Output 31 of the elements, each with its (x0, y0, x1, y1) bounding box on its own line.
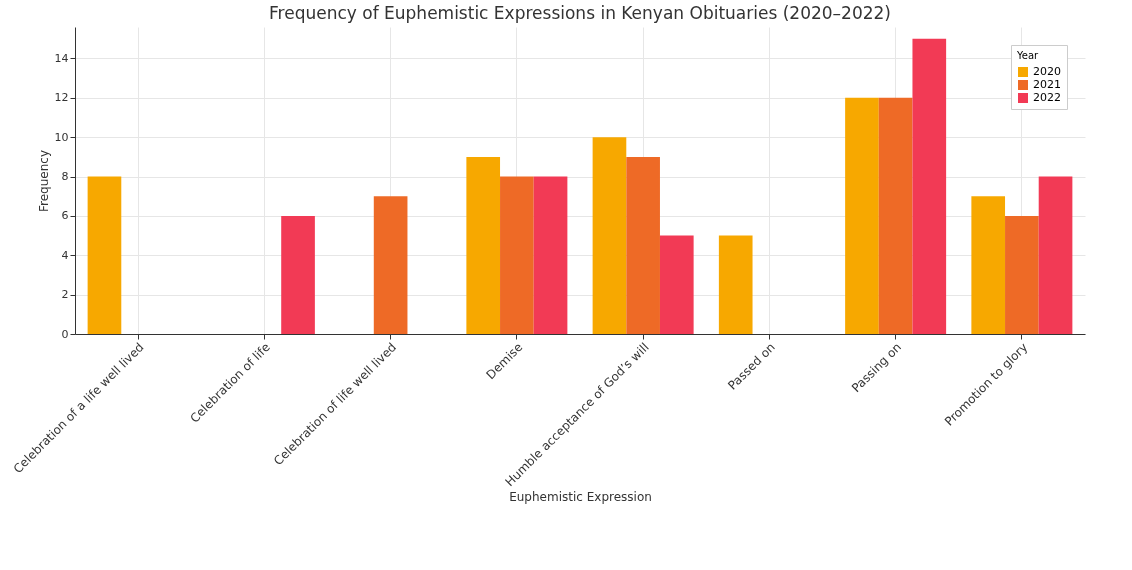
bar (718, 235, 753, 334)
y-tick-label: 6 (61, 209, 69, 223)
legend-label: 2020 (1033, 65, 1061, 78)
y-tick-label: 0 (61, 327, 69, 341)
bar (1038, 176, 1073, 334)
bar (878, 97, 913, 334)
bar (845, 97, 879, 334)
bar (281, 215, 315, 334)
bar (626, 156, 660, 334)
x-axis-title: Euphemistic Expression (509, 490, 652, 505)
bar (912, 38, 947, 334)
y-axis-title: Frequency (36, 150, 51, 212)
y-tick-label: 12 (54, 91, 69, 105)
bar (373, 196, 408, 334)
legend-label: 2021 (1033, 78, 1061, 91)
y-tick-label: 14 (54, 51, 69, 65)
bar (466, 156, 501, 334)
bar (500, 176, 534, 334)
y-tick-label: 2 (61, 288, 69, 302)
chart-title: Frequency of Euphemistic Expressions in Kenyan Obituaries (2020–2022) (269, 3, 891, 23)
bar (87, 176, 122, 334)
y-tick-label: 4 (61, 248, 69, 262)
bar (659, 235, 694, 334)
y-tick-label: 8 (61, 170, 69, 184)
bar (971, 196, 1006, 334)
bar (1005, 215, 1039, 334)
bar (592, 137, 627, 334)
y-tick-label: 10 (54, 130, 69, 144)
legend-label: 2022 (1033, 91, 1061, 104)
legend-title: Year (1016, 50, 1040, 61)
bar (533, 176, 568, 334)
